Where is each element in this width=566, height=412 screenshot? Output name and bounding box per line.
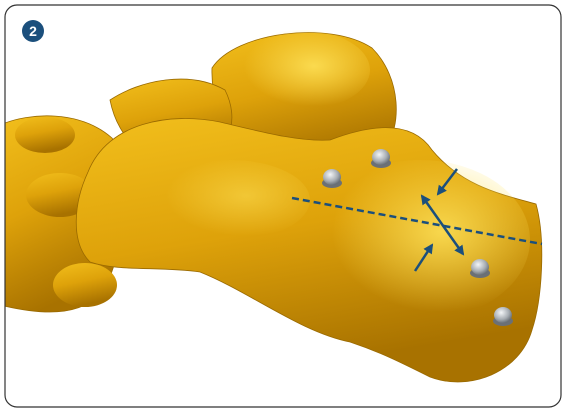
highlight <box>230 30 370 110</box>
toe-bone <box>15 117 75 153</box>
figure: 2 <box>0 0 566 412</box>
pin-head <box>323 169 341 185</box>
pin-head <box>494 307 512 323</box>
highlight <box>310 160 530 320</box>
bone-render <box>0 30 542 382</box>
pin-head <box>372 149 390 165</box>
page: {"badge": "2"} <box>0 0 566 412</box>
toe-bone <box>53 263 117 307</box>
step-number: 2 <box>29 23 37 39</box>
pin-head <box>471 259 489 275</box>
highlight <box>150 160 310 240</box>
